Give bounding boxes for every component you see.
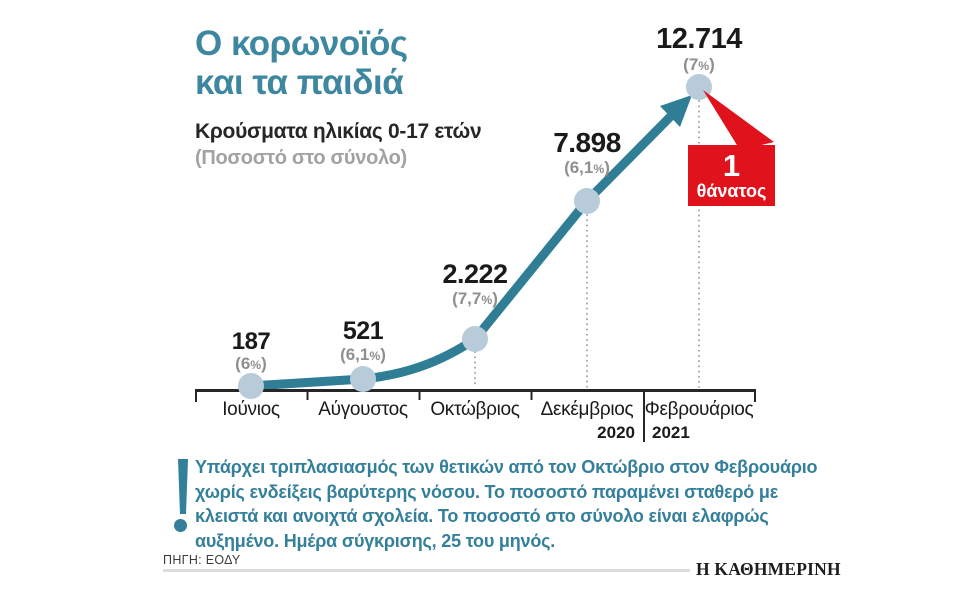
data-point-label: 187 (6%)	[189, 329, 313, 375]
data-point-dot	[462, 326, 488, 352]
trend-arrowhead-icon	[660, 95, 692, 127]
data-label-percent: (6,1%)	[340, 344, 386, 364]
x-axis-ticks	[195, 392, 756, 402]
year-label-2020: 2020	[597, 423, 635, 442]
data-point-dot	[238, 373, 264, 399]
data-label-value: 2.222	[442, 259, 508, 289]
data-point-dots	[238, 74, 712, 399]
chart-subtitle: Κρούσματα ηλικίας 0-17 ετών	[195, 120, 482, 143]
summary-note: Υπάρχει τριπλασιασμός των θετικών από το…	[195, 455, 818, 553]
summary-line: Υπάρχει τριπλασιασμός των θετικών από το…	[195, 457, 818, 477]
summary-line: αυξημένο. Ημέρα σύγκρισης, 25 του μηνός.	[195, 530, 556, 551]
death-label: θάνατος	[696, 181, 767, 201]
data-label-percent: (7,7%)	[452, 288, 498, 308]
data-point-dot	[350, 366, 376, 392]
data-label-percent: (6,1%)	[564, 157, 610, 177]
death-count: 1	[722, 148, 741, 183]
data-label-value: 187	[231, 328, 271, 355]
death-annotation-box: 1 θάνατος	[688, 145, 775, 206]
data-label-value: 521	[342, 317, 384, 345]
x-axis-label: Ιούνιος	[222, 399, 280, 420]
chart-subtitle-note: (Ποσοστό στο σύνολο)	[195, 147, 407, 169]
data-point-label: 7.898 (6,1%)	[525, 128, 649, 179]
x-axis-label: Αύγουστος	[318, 399, 408, 420]
percent-sign: %	[593, 161, 605, 176]
summary-line: κλειστά και ανοιχτά σχολεία. Το ποσοστό …	[195, 506, 769, 526]
page-title-line2: και τα παιδιά	[195, 63, 404, 102]
data-point-label: 521 (6,1%)	[301, 318, 425, 366]
data-point-label: 12.714 (7%)	[637, 24, 761, 76]
data-label-percent: (6%)	[235, 354, 267, 374]
x-axis-label: Φεβρουάριος	[644, 399, 754, 420]
year-label-2021: 2021	[652, 423, 690, 442]
x-axis-label: Δεκέμβριος	[540, 399, 634, 420]
data-label-value: 7.898	[553, 127, 621, 158]
percent-sign: %	[250, 358, 262, 373]
page-title-line1: Ο κορωνοϊός	[195, 24, 408, 63]
percent-sign: %	[369, 348, 381, 363]
x-axis-label: Οκτώβριος	[430, 399, 520, 420]
callout-wedge	[703, 90, 774, 150]
source-credit: ΠΗΓΗ: ΕΟΔΥ	[163, 553, 241, 567]
exclamation-dot-icon	[174, 519, 187, 532]
footer-divider	[163, 569, 690, 572]
data-point-dot	[574, 188, 600, 214]
data-point-label: 2.222 (7,7%)	[413, 260, 537, 310]
header: Ο κορωνοϊός και τα παιδιά Κρούσματα ηλικ…	[195, 24, 482, 170]
percent-sign: %	[481, 292, 493, 307]
data-label-value: 12.714	[656, 23, 742, 55]
exclamation-icon	[178, 459, 188, 514]
data-label-percent: (7%)	[683, 54, 715, 74]
percent-sign: %	[698, 58, 710, 73]
summary-line: χωρίς ενδείξεις βαρύτερης νόσου. Το ποσο…	[195, 481, 779, 502]
